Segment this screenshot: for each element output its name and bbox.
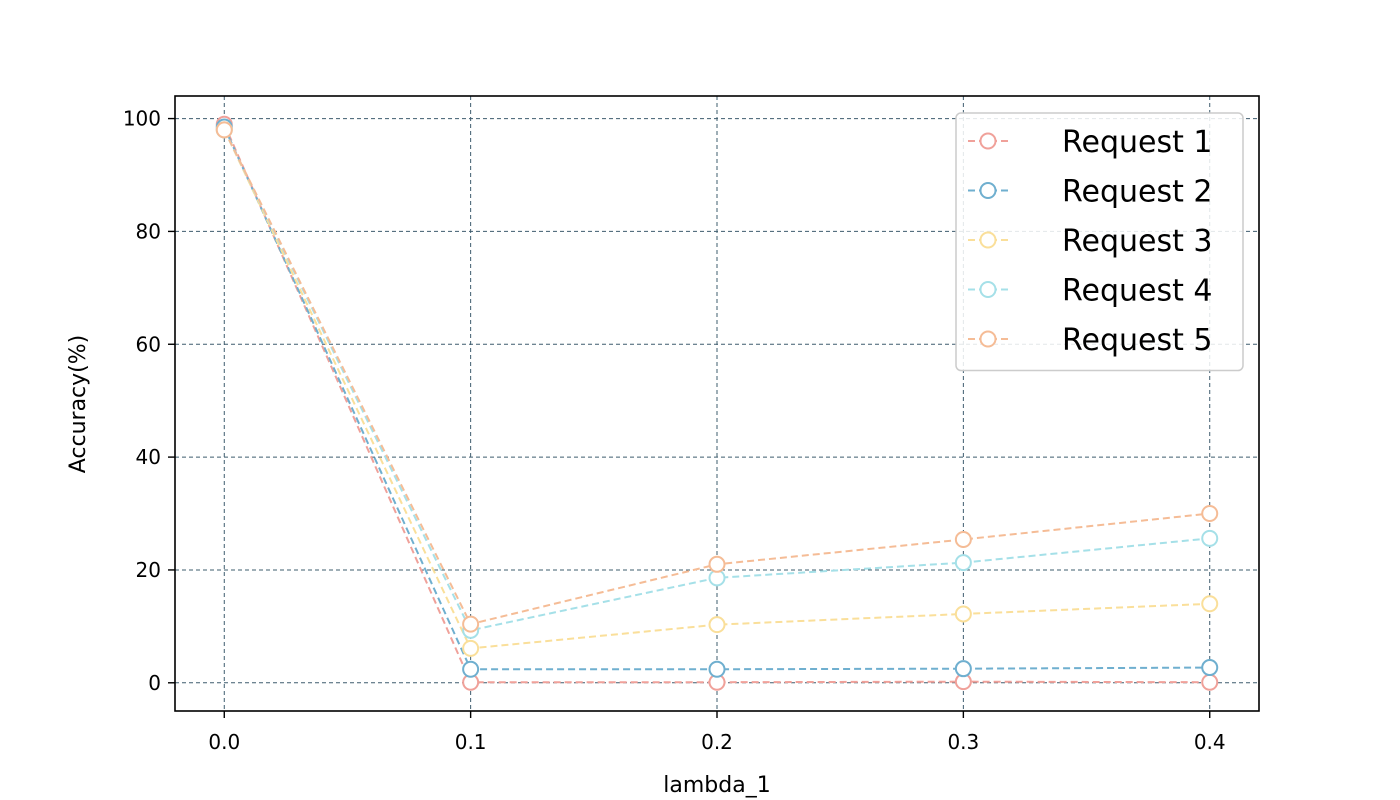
series-5 xyxy=(215,121,1219,633)
legend-marker xyxy=(979,182,997,199)
legend-marker xyxy=(979,132,997,150)
data-point xyxy=(1201,505,1219,523)
y-tick-label: 60 xyxy=(136,332,161,356)
legend-item: Request 2 xyxy=(968,175,1212,210)
data-point xyxy=(708,616,726,634)
legend-marker xyxy=(979,281,997,298)
x-tick-label: 0.2 xyxy=(701,730,733,754)
legend-box xyxy=(955,112,1244,372)
legend-item: Request 4 xyxy=(968,274,1212,309)
y-tick-label: 40 xyxy=(136,445,161,469)
data-point xyxy=(462,660,480,678)
legend-label: Request 2 xyxy=(1062,175,1212,210)
data-point xyxy=(462,615,480,633)
y-tick-label: 0 xyxy=(148,671,161,695)
y-axis-label: Accuracy(%) xyxy=(66,335,91,474)
x-axis-label: lambda_1 xyxy=(663,773,770,798)
legend-marker xyxy=(979,231,997,249)
axis-ticks: 0.0 0.1 0.2 0.3 0.4 0 20 40 60 80 100 xyxy=(123,107,1226,754)
x-tick-label: 0.1 xyxy=(455,730,487,754)
series-layer xyxy=(215,115,1219,691)
legend-label: Request 4 xyxy=(1062,274,1212,309)
data-point xyxy=(215,121,233,139)
data-point xyxy=(954,605,972,623)
legend-label: Request 1 xyxy=(1062,125,1212,160)
series-line xyxy=(223,129,1210,650)
y-tick-label: 20 xyxy=(136,558,161,582)
data-point xyxy=(954,554,972,572)
legend: Request 1 Request 2 Request 3 Request 4 Requ… xyxy=(955,112,1244,372)
legend-marker xyxy=(979,330,997,348)
legend-item: Request 3 xyxy=(968,224,1212,259)
data-point xyxy=(954,530,972,548)
legend-label: Request 5 xyxy=(1062,323,1212,358)
x-tick-label: 0.3 xyxy=(947,730,979,754)
data-point xyxy=(1201,595,1219,613)
data-point xyxy=(1201,529,1219,547)
data-point xyxy=(1201,673,1219,691)
data-point xyxy=(1201,659,1219,677)
data-point xyxy=(954,660,972,678)
y-tick-label: 100 xyxy=(123,107,161,131)
legend-item: Request 5 xyxy=(968,323,1212,358)
legend-label: Request 3 xyxy=(1062,224,1212,259)
legend-item: Request 1 xyxy=(968,125,1212,160)
x-tick-label: 0.4 xyxy=(1194,730,1226,754)
data-point xyxy=(462,639,480,657)
data-point xyxy=(708,555,726,573)
data-point xyxy=(708,660,726,678)
x-tick-label: 0.0 xyxy=(208,730,240,754)
y-tick-label: 80 xyxy=(136,219,161,243)
